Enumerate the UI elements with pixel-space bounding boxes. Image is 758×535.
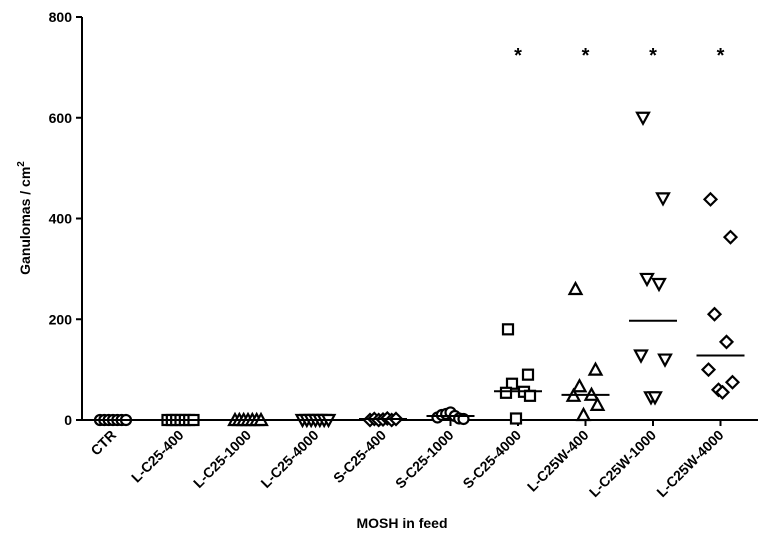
- data-point-triangle-down: [647, 391, 663, 406]
- y-tick-label: 600: [49, 110, 73, 126]
- data-point-triangle-down: [657, 353, 673, 368]
- x-tick-label: L-C25W-1000: [586, 427, 659, 500]
- y-axis-title-main: Ganulomas / cm: [17, 167, 33, 275]
- x-tick-label: S-C25-1000: [392, 427, 457, 492]
- x-tick-label: L-C25-400: [128, 427, 187, 486]
- y-axis: 0 200 400 600 800: [49, 9, 83, 428]
- data-point-triangle-up: [571, 377, 588, 393]
- x-tick-label: CTR: [87, 427, 119, 459]
- data-point-triangle-down: [639, 272, 655, 288]
- data-point-triangle-up: [567, 280, 584, 296]
- data-point-diamond: [724, 374, 741, 390]
- data-point-triangle-down: [633, 349, 649, 364]
- x-axis-title: MOSH in feed: [356, 515, 447, 531]
- data-point-diamond: [700, 362, 717, 378]
- significance-markers: * * * *: [514, 45, 725, 67]
- y-tick-label: 200: [49, 311, 73, 327]
- y-tick-label: 800: [49, 9, 73, 25]
- x-tick-label: S-C25-4000: [459, 427, 524, 492]
- x-tick-label: S-C25-400: [330, 427, 389, 486]
- x-tick-label: L-C25-1000: [190, 427, 254, 491]
- significance-star: *: [717, 45, 725, 67]
- data-point-triangle-down: [635, 111, 651, 127]
- data-point-triangle-up: [575, 406, 592, 422]
- plot-points: [93, 111, 741, 429]
- data-point-triangle-up: [589, 396, 606, 411]
- y-tick-label: 400: [49, 211, 73, 227]
- data-point-triangle-down: [651, 277, 667, 293]
- data-point-square: [523, 389, 537, 402]
- data-point-square: [499, 386, 513, 399]
- data-point-diamond: [702, 191, 719, 207]
- significance-star: *: [649, 45, 657, 67]
- y-tick-label: 0: [64, 412, 72, 428]
- data-point-diamond: [722, 229, 739, 245]
- data-point-square: [501, 323, 515, 336]
- x-tick-label: L-C25W-4000: [653, 427, 726, 500]
- mean-lines: [89, 319, 745, 421]
- significance-star: *: [514, 45, 522, 67]
- x-tick-label: L-C25W-400: [524, 427, 592, 495]
- data-point-triangle-up: [587, 361, 604, 376]
- y-axis-title-superscript: 2: [16, 161, 27, 167]
- data-point-square: [509, 412, 523, 425]
- x-axis: CTR L-C25-400 L-C25-1000 L-C25-4000 S-C25-40…: [82, 419, 758, 500]
- y-axis-title: Ganulomas / cm2: [16, 161, 33, 275]
- data-point-diamond: [718, 334, 735, 350]
- data-point-diamond: [706, 306, 723, 322]
- significance-star: *: [582, 45, 590, 67]
- data-point-diamond: [714, 384, 731, 400]
- data-point-triangle-down: [655, 192, 671, 207]
- x-tick-label: L-C25-4000: [257, 427, 321, 491]
- data-point-square: [521, 368, 535, 381]
